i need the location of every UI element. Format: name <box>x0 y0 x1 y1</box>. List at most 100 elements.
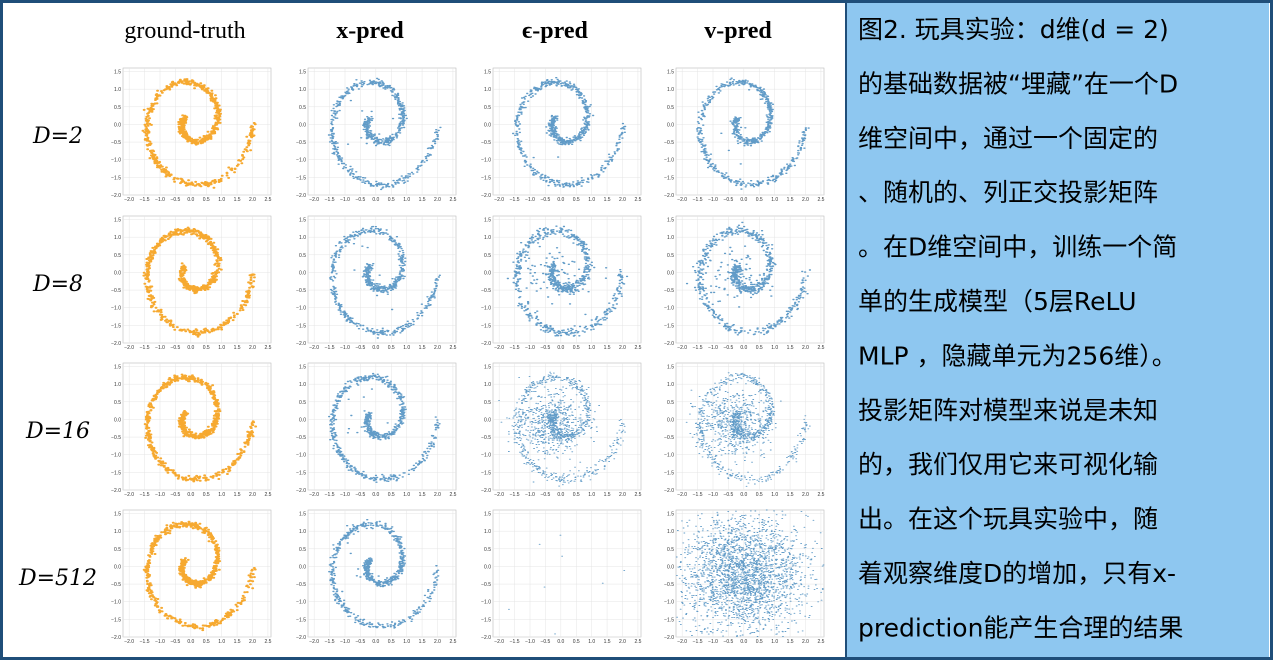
x-tick-label: 0.5 <box>756 345 763 351</box>
plot-area <box>492 509 642 638</box>
caption-line: 维空间中，通过一个固定的 <box>858 124 1158 153</box>
y-tick-label: −2.0 <box>111 635 121 641</box>
y-tick-label: −2.0 <box>664 635 674 641</box>
y-tick-label: 0.5 <box>299 105 306 111</box>
caption-panel <box>846 3 1269 657</box>
scatter-points <box>695 77 810 190</box>
scatter-points <box>328 225 441 339</box>
y-tick-label: −1.0 <box>481 453 491 459</box>
y-tick-label: −0.5 <box>111 435 121 441</box>
x-tick-label: −1.5 <box>693 492 703 498</box>
x-tick-label: −2.0 <box>309 197 319 203</box>
y-tick-label: −0.5 <box>296 435 306 441</box>
x-tick-label: 2.0 <box>802 492 809 498</box>
x-tick-label: 1.5 <box>419 492 426 498</box>
y-tick-label: −1.0 <box>481 306 491 312</box>
scatter-points <box>512 77 627 188</box>
x-tick-label: −1.0 <box>525 492 535 498</box>
caption-line: 图2. 玩具实验：d维(d = 2) <box>858 15 1169 44</box>
x-tick-label: 2.5 <box>634 639 641 645</box>
x-tick-label: −0.5 <box>355 639 365 645</box>
x-tick-label: 0.0 <box>187 492 194 498</box>
x-tick-label: 1.0 <box>771 345 778 351</box>
x-tick-label: 0.5 <box>388 492 395 498</box>
column-header: ground-truth <box>124 18 245 44</box>
y-tick-label: −0.5 <box>481 435 491 441</box>
y-tick-label: −1.0 <box>664 158 674 164</box>
x-tick-label: 1.5 <box>604 639 611 645</box>
x-tick-label: 1.0 <box>771 639 778 645</box>
x-tick-label: −2.0 <box>124 492 134 498</box>
y-tick-label: −1.5 <box>481 323 491 329</box>
scatter-points <box>675 509 825 638</box>
y-tick-label: −1.0 <box>296 600 306 606</box>
x-tick-label: 1.0 <box>218 639 225 645</box>
y-tick-label: 0.5 <box>114 105 121 111</box>
x-tick-label: −1.5 <box>140 639 150 645</box>
y-tick-label: −0.5 <box>111 140 121 146</box>
x-tick-label: −1.0 <box>708 197 718 203</box>
row-label: D=512 <box>18 566 97 591</box>
row-label: D=16 <box>25 419 90 444</box>
y-tick-label: −2.0 <box>296 193 306 199</box>
x-tick-label: 2.5 <box>817 345 824 351</box>
scatter-points <box>143 373 258 483</box>
x-tick-label: 0.0 <box>372 639 379 645</box>
y-tick-label: −2.0 <box>664 488 674 494</box>
x-tick-label: 2.5 <box>817 639 824 645</box>
x-tick-label: −2.0 <box>309 492 319 498</box>
caption-line: 单的生成模型（5层ReLU <box>858 287 1137 316</box>
y-tick-label: 0.0 <box>667 564 674 570</box>
x-tick-label: 2.0 <box>802 345 809 351</box>
y-tick-label: 1.0 <box>114 529 121 535</box>
x-tick-label: 2.0 <box>802 639 809 645</box>
x-tick-label: 0.0 <box>740 345 747 351</box>
x-tick-label: −2.0 <box>677 639 687 645</box>
x-tick-label: 2.0 <box>434 492 441 498</box>
x-tick-label: 2.5 <box>264 197 271 203</box>
y-tick-label: −1.5 <box>111 617 121 623</box>
y-tick-label: 1.0 <box>299 382 306 388</box>
x-tick-label: 2.0 <box>619 345 626 351</box>
x-tick-label: 0.0 <box>187 639 194 645</box>
y-tick-label: 0.5 <box>484 253 491 259</box>
y-tick-label: −1.5 <box>664 617 674 623</box>
y-tick-label: 1.5 <box>114 218 121 224</box>
y-tick-label: −2.0 <box>296 488 306 494</box>
y-tick-label: −1.5 <box>481 470 491 476</box>
scatter-points <box>327 77 442 191</box>
y-tick-label: −0.5 <box>296 582 306 588</box>
x-tick-label: 1.5 <box>604 492 611 498</box>
x-tick-label: 0.0 <box>557 639 564 645</box>
x-tick-label: −1.5 <box>140 492 150 498</box>
x-tick-label: 0.0 <box>740 639 747 645</box>
y-tick-label: 1.5 <box>667 70 674 76</box>
x-tick-label: −1.0 <box>340 639 350 645</box>
x-tick-label: 1.0 <box>403 197 410 203</box>
x-tick-label: 2.5 <box>817 492 824 498</box>
x-tick-label: −2.0 <box>124 639 134 645</box>
y-tick-label: 1.5 <box>114 70 121 76</box>
x-tick-label: 1.5 <box>787 639 794 645</box>
y-tick-label: 1.0 <box>667 529 674 535</box>
x-tick-label: −0.5 <box>355 492 365 498</box>
y-tick-label: 0.0 <box>484 417 491 423</box>
y-tick-label: −2.0 <box>664 341 674 347</box>
x-tick-label: −1.0 <box>525 345 535 351</box>
x-tick-label: 1.0 <box>218 345 225 351</box>
x-tick-label: −2.0 <box>677 492 687 498</box>
y-tick-label: 0.5 <box>484 547 491 553</box>
x-tick-label: 2.0 <box>802 197 809 203</box>
y-tick-label: 0.5 <box>667 547 674 553</box>
caption-line: 。在D维空间中，训练一个简 <box>858 233 1177 262</box>
x-tick-label: 2.5 <box>817 197 824 203</box>
plot-area <box>492 215 642 344</box>
y-tick-label: −0.5 <box>481 140 491 146</box>
x-tick-label: −1.0 <box>340 492 350 498</box>
y-tick-label: 1.5 <box>484 70 491 76</box>
y-tick-label: −1.0 <box>296 306 306 312</box>
x-tick-label: 0.0 <box>557 197 564 203</box>
x-tick-label: −1.0 <box>155 492 165 498</box>
x-tick-label: 0.0 <box>372 345 379 351</box>
